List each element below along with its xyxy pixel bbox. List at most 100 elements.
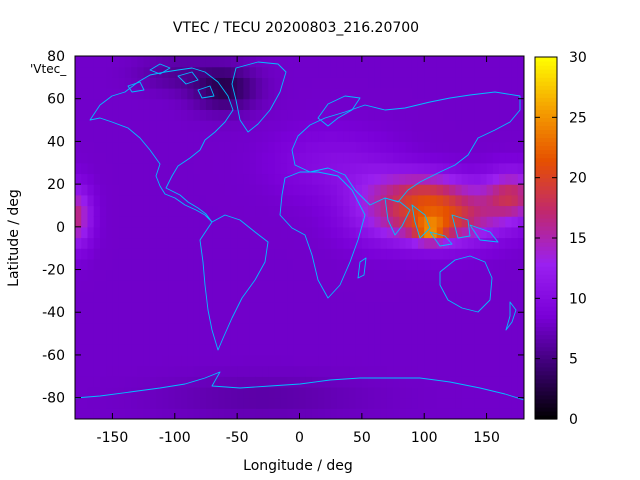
heatmap-cell bbox=[280, 216, 288, 228]
heatmap-cell bbox=[81, 354, 89, 367]
heatmap-cell bbox=[81, 98, 89, 110]
heatmap-cell bbox=[417, 194, 425, 207]
heatmap-cell bbox=[336, 237, 344, 249]
heatmap-cell bbox=[205, 322, 213, 335]
heatmap-cell bbox=[174, 130, 182, 143]
heatmap-cell bbox=[224, 322, 232, 335]
heatmap-cell bbox=[355, 248, 363, 260]
heatmap-cell bbox=[399, 66, 407, 78]
heatmap-cell bbox=[75, 130, 82, 143]
heatmap-cell bbox=[124, 152, 132, 164]
heatmap-cell bbox=[299, 194, 307, 207]
heatmap-cell bbox=[143, 77, 151, 89]
heatmap-cell bbox=[87, 152, 95, 164]
heatmap-cell bbox=[336, 66, 344, 78]
heatmap-cell bbox=[162, 109, 170, 121]
heatmap-cell bbox=[193, 248, 201, 260]
heatmap-cell bbox=[137, 237, 145, 249]
heatmap-cell bbox=[187, 56, 195, 68]
heatmap-cell bbox=[280, 205, 288, 217]
heatmap-cell bbox=[474, 365, 481, 377]
heatmap-cell bbox=[424, 376, 432, 388]
heatmap-cell bbox=[355, 141, 363, 153]
coast-arctic-islands bbox=[127, 63, 215, 99]
heatmap-cell bbox=[393, 98, 400, 110]
heatmap-cell bbox=[393, 120, 400, 132]
heatmap-cell bbox=[112, 248, 120, 260]
heatmap-cell bbox=[343, 248, 350, 260]
heatmap-cell bbox=[168, 98, 176, 110]
heatmap-cell bbox=[156, 184, 163, 196]
heatmap-cell bbox=[81, 141, 89, 153]
heatmap-cell bbox=[81, 376, 89, 388]
y-tick-label: 60 bbox=[47, 92, 65, 108]
heatmap-cell bbox=[399, 333, 407, 345]
heatmap-cell bbox=[311, 269, 319, 281]
heatmap-cell bbox=[424, 56, 432, 57]
heatmap-cell bbox=[324, 322, 332, 335]
heatmap-cell bbox=[193, 408, 201, 419]
heatmap-cell bbox=[511, 66, 519, 78]
heatmap-cell bbox=[355, 269, 363, 281]
heatmap-cell bbox=[262, 141, 269, 153]
heatmap-cell bbox=[199, 152, 207, 164]
heatmap-cell bbox=[268, 322, 276, 335]
heatmap-cell bbox=[380, 216, 388, 228]
heatmap-cell bbox=[355, 152, 363, 164]
heatmap-cell bbox=[268, 354, 276, 367]
heatmap-cell bbox=[330, 397, 338, 409]
heatmap-cell bbox=[262, 237, 269, 249]
heatmap-cell bbox=[492, 216, 500, 228]
heatmap-cell bbox=[87, 365, 95, 377]
heatmap-cell bbox=[461, 386, 469, 399]
heatmap-cell bbox=[424, 66, 432, 78]
heatmap-cell bbox=[131, 354, 138, 367]
heatmap-cell bbox=[330, 408, 338, 419]
heatmap-cell bbox=[162, 88, 170, 100]
heatmap-cell bbox=[461, 216, 469, 228]
heatmap-cell bbox=[187, 173, 195, 185]
heatmap-cell bbox=[205, 162, 213, 175]
heatmap-cell bbox=[461, 280, 469, 292]
heatmap-cell bbox=[75, 397, 82, 409]
heatmap-cell bbox=[293, 88, 301, 100]
heatmap-cell bbox=[243, 376, 251, 388]
heatmap-cell bbox=[486, 269, 494, 281]
heatmap-cell bbox=[249, 120, 257, 132]
heatmap-cell bbox=[430, 162, 438, 175]
heatmap-cell bbox=[324, 344, 332, 356]
heatmap-cell bbox=[293, 56, 301, 68]
heatmap-cell bbox=[224, 109, 232, 121]
heatmap-cell bbox=[436, 88, 444, 100]
heatmap-cell bbox=[299, 408, 307, 419]
heatmap-cell bbox=[399, 56, 407, 57]
heatmap-cell bbox=[262, 397, 269, 409]
heatmap-cell bbox=[417, 173, 425, 185]
heatmap-cell bbox=[480, 56, 488, 57]
heatmap-cell bbox=[330, 56, 338, 57]
heatmap-cell bbox=[380, 66, 388, 78]
heatmap-cell bbox=[411, 301, 419, 313]
heatmap-cell bbox=[305, 376, 313, 388]
heatmap-cell bbox=[449, 269, 457, 281]
heatmap-cell bbox=[131, 397, 138, 409]
heatmap-cell bbox=[249, 258, 257, 271]
heatmap-cell bbox=[417, 216, 425, 228]
heatmap-cell bbox=[299, 237, 307, 249]
heatmap-cell bbox=[417, 248, 425, 260]
heatmap-cell bbox=[399, 88, 407, 100]
heatmap-cell bbox=[293, 376, 301, 388]
heatmap-cell bbox=[112, 184, 120, 196]
heatmap-cell bbox=[249, 66, 257, 78]
heatmap-cell bbox=[393, 386, 400, 399]
heatmap-cell bbox=[87, 184, 95, 196]
heatmap-cell bbox=[143, 205, 151, 217]
heatmap-cell bbox=[511, 56, 519, 57]
heatmap-cell bbox=[336, 152, 344, 164]
heatmap-cell bbox=[93, 269, 101, 281]
heatmap-cell bbox=[499, 344, 506, 356]
heatmap-cell bbox=[505, 194, 513, 207]
heatmap-cell bbox=[511, 152, 519, 164]
heatmap-cell bbox=[449, 280, 457, 292]
heatmap-cell bbox=[75, 280, 82, 292]
